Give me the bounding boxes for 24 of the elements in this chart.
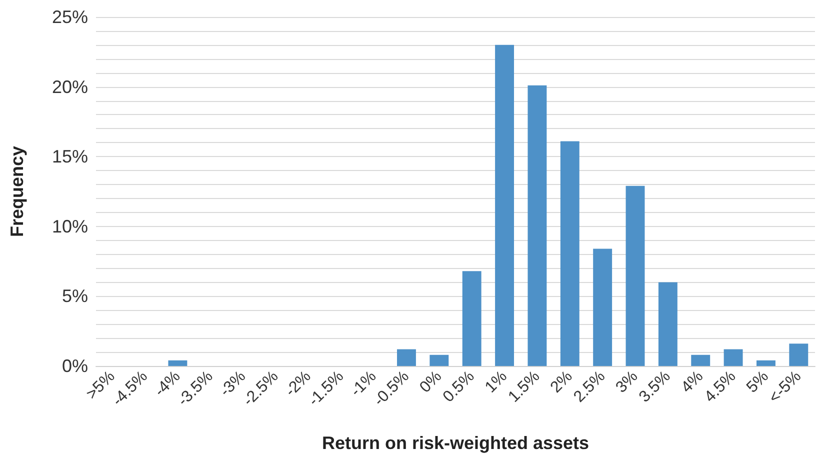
bar [691, 354, 710, 366]
bar [658, 282, 678, 366]
bar [495, 44, 514, 366]
y-tick-label: 20% [52, 76, 88, 97]
bar [724, 349, 743, 366]
bar [593, 248, 612, 366]
y-axis-title: Frequency [7, 146, 27, 238]
y-tick-label: 15% [52, 146, 88, 167]
x-axis-title: Return on risk-weighted assets [322, 433, 590, 453]
bar [528, 85, 547, 366]
x-tick-label: 5% [744, 368, 772, 396]
y-tick-label: 5% [62, 286, 88, 306]
bar [560, 141, 580, 366]
bar [168, 360, 188, 366]
x-tick-label: -2% [282, 368, 314, 400]
bar [397, 349, 416, 366]
bar [462, 271, 482, 366]
bar [756, 360, 776, 366]
x-tick-label: 4% [678, 368, 707, 396]
y-tick-label: 10% [52, 216, 88, 236]
y-tick-label: 25% [52, 7, 88, 27]
bar [789, 344, 808, 366]
bar [430, 354, 449, 366]
bar [626, 186, 645, 366]
